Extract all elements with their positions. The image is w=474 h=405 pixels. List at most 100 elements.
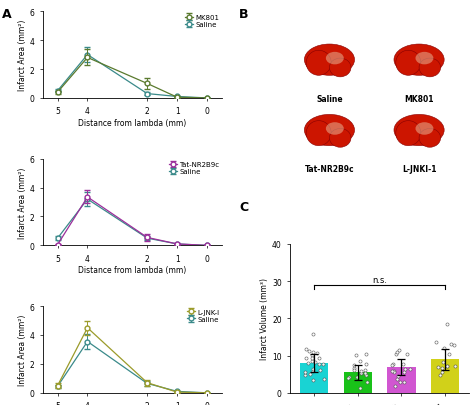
Ellipse shape — [304, 45, 355, 76]
Point — [357, 370, 365, 377]
Point — [440, 345, 447, 352]
Point — [388, 362, 396, 369]
Point — [362, 351, 370, 357]
X-axis label: Distance from lambda (mm): Distance from lambda (mm) — [78, 266, 186, 275]
Point — [393, 349, 401, 355]
Point — [363, 361, 370, 367]
Point — [390, 368, 398, 374]
Point — [320, 375, 328, 382]
Ellipse shape — [326, 53, 344, 65]
Point — [395, 347, 402, 354]
Ellipse shape — [416, 53, 433, 65]
Bar — [431, 359, 459, 393]
Point — [302, 346, 310, 353]
Point — [309, 358, 316, 364]
Point — [450, 342, 458, 349]
Point — [400, 360, 407, 367]
Point — [392, 382, 399, 389]
Ellipse shape — [306, 51, 331, 76]
Point — [304, 360, 311, 367]
Point — [309, 352, 316, 359]
Text: Saline: Saline — [316, 95, 343, 104]
Point — [447, 341, 455, 347]
Bar — [387, 367, 416, 393]
Point — [388, 368, 396, 374]
Point — [394, 373, 402, 379]
Point — [432, 339, 440, 345]
Point — [306, 371, 314, 377]
Y-axis label: Infarct Area (mm²): Infarct Area (mm²) — [18, 314, 27, 385]
Ellipse shape — [306, 122, 331, 146]
Text: C: C — [239, 200, 248, 213]
Legend: Tat-NR2B9c, Saline: Tat-NR2B9c, Saline — [168, 161, 220, 176]
Point — [444, 322, 451, 328]
Point — [356, 384, 364, 391]
Point — [350, 362, 357, 369]
Ellipse shape — [396, 122, 421, 146]
Point — [363, 379, 370, 385]
Point — [437, 372, 444, 378]
Point — [309, 368, 316, 375]
Point — [363, 372, 370, 378]
Point — [443, 363, 450, 369]
Point — [439, 359, 447, 366]
Point — [434, 364, 442, 370]
Legend: L-JNK-I, Saline: L-JNK-I, Saline — [186, 308, 220, 323]
Ellipse shape — [304, 115, 355, 146]
Point — [310, 349, 317, 355]
Bar — [300, 363, 328, 393]
Point — [317, 367, 324, 373]
Text: L-JNKI-1: L-JNKI-1 — [402, 165, 437, 174]
Point — [301, 372, 309, 379]
Point — [357, 368, 365, 374]
Legend: MK801, Saline: MK801, Saline — [184, 14, 220, 29]
Point — [400, 379, 408, 385]
Point — [444, 363, 451, 370]
Point — [301, 369, 309, 376]
Point — [309, 330, 316, 337]
Point — [315, 355, 323, 362]
Point — [451, 362, 458, 369]
Point — [361, 370, 368, 376]
Point — [313, 350, 320, 356]
Point — [406, 365, 414, 372]
Point — [392, 351, 400, 358]
Point — [389, 361, 397, 368]
Point — [345, 374, 353, 380]
Text: Tat-NR2B9c: Tat-NR2B9c — [305, 165, 354, 174]
Point — [353, 374, 361, 380]
Text: n.s.: n.s. — [372, 275, 387, 284]
Ellipse shape — [326, 123, 344, 135]
Bar — [344, 373, 372, 393]
Ellipse shape — [396, 51, 421, 76]
Point — [361, 367, 369, 373]
Ellipse shape — [416, 123, 433, 135]
Point — [350, 367, 358, 374]
Point — [357, 370, 365, 377]
Point — [401, 365, 409, 372]
Ellipse shape — [419, 129, 440, 148]
Point — [305, 347, 312, 354]
Point — [396, 379, 403, 385]
Y-axis label: Infarct Volume (mm³): Infarct Volume (mm³) — [260, 278, 269, 360]
Text: B: B — [239, 8, 249, 21]
Point — [308, 355, 315, 362]
Point — [394, 376, 401, 382]
Point — [403, 350, 411, 357]
X-axis label: Distance from lambda (mm): Distance from lambda (mm) — [78, 119, 186, 128]
Point — [310, 366, 317, 373]
Y-axis label: Infarct Area (mm²): Infarct Area (mm²) — [18, 20, 27, 91]
Point — [351, 365, 358, 371]
Y-axis label: Infarct Area (mm²): Infarct Area (mm²) — [18, 167, 27, 238]
Text: MK801: MK801 — [404, 95, 434, 104]
Text: A: A — [2, 8, 12, 21]
Point — [438, 365, 446, 372]
Point — [446, 351, 453, 358]
Ellipse shape — [394, 115, 444, 146]
Ellipse shape — [394, 45, 444, 76]
Point — [311, 358, 319, 365]
Point — [310, 377, 317, 384]
Point — [356, 358, 364, 365]
Point — [438, 369, 446, 375]
Ellipse shape — [419, 59, 440, 78]
